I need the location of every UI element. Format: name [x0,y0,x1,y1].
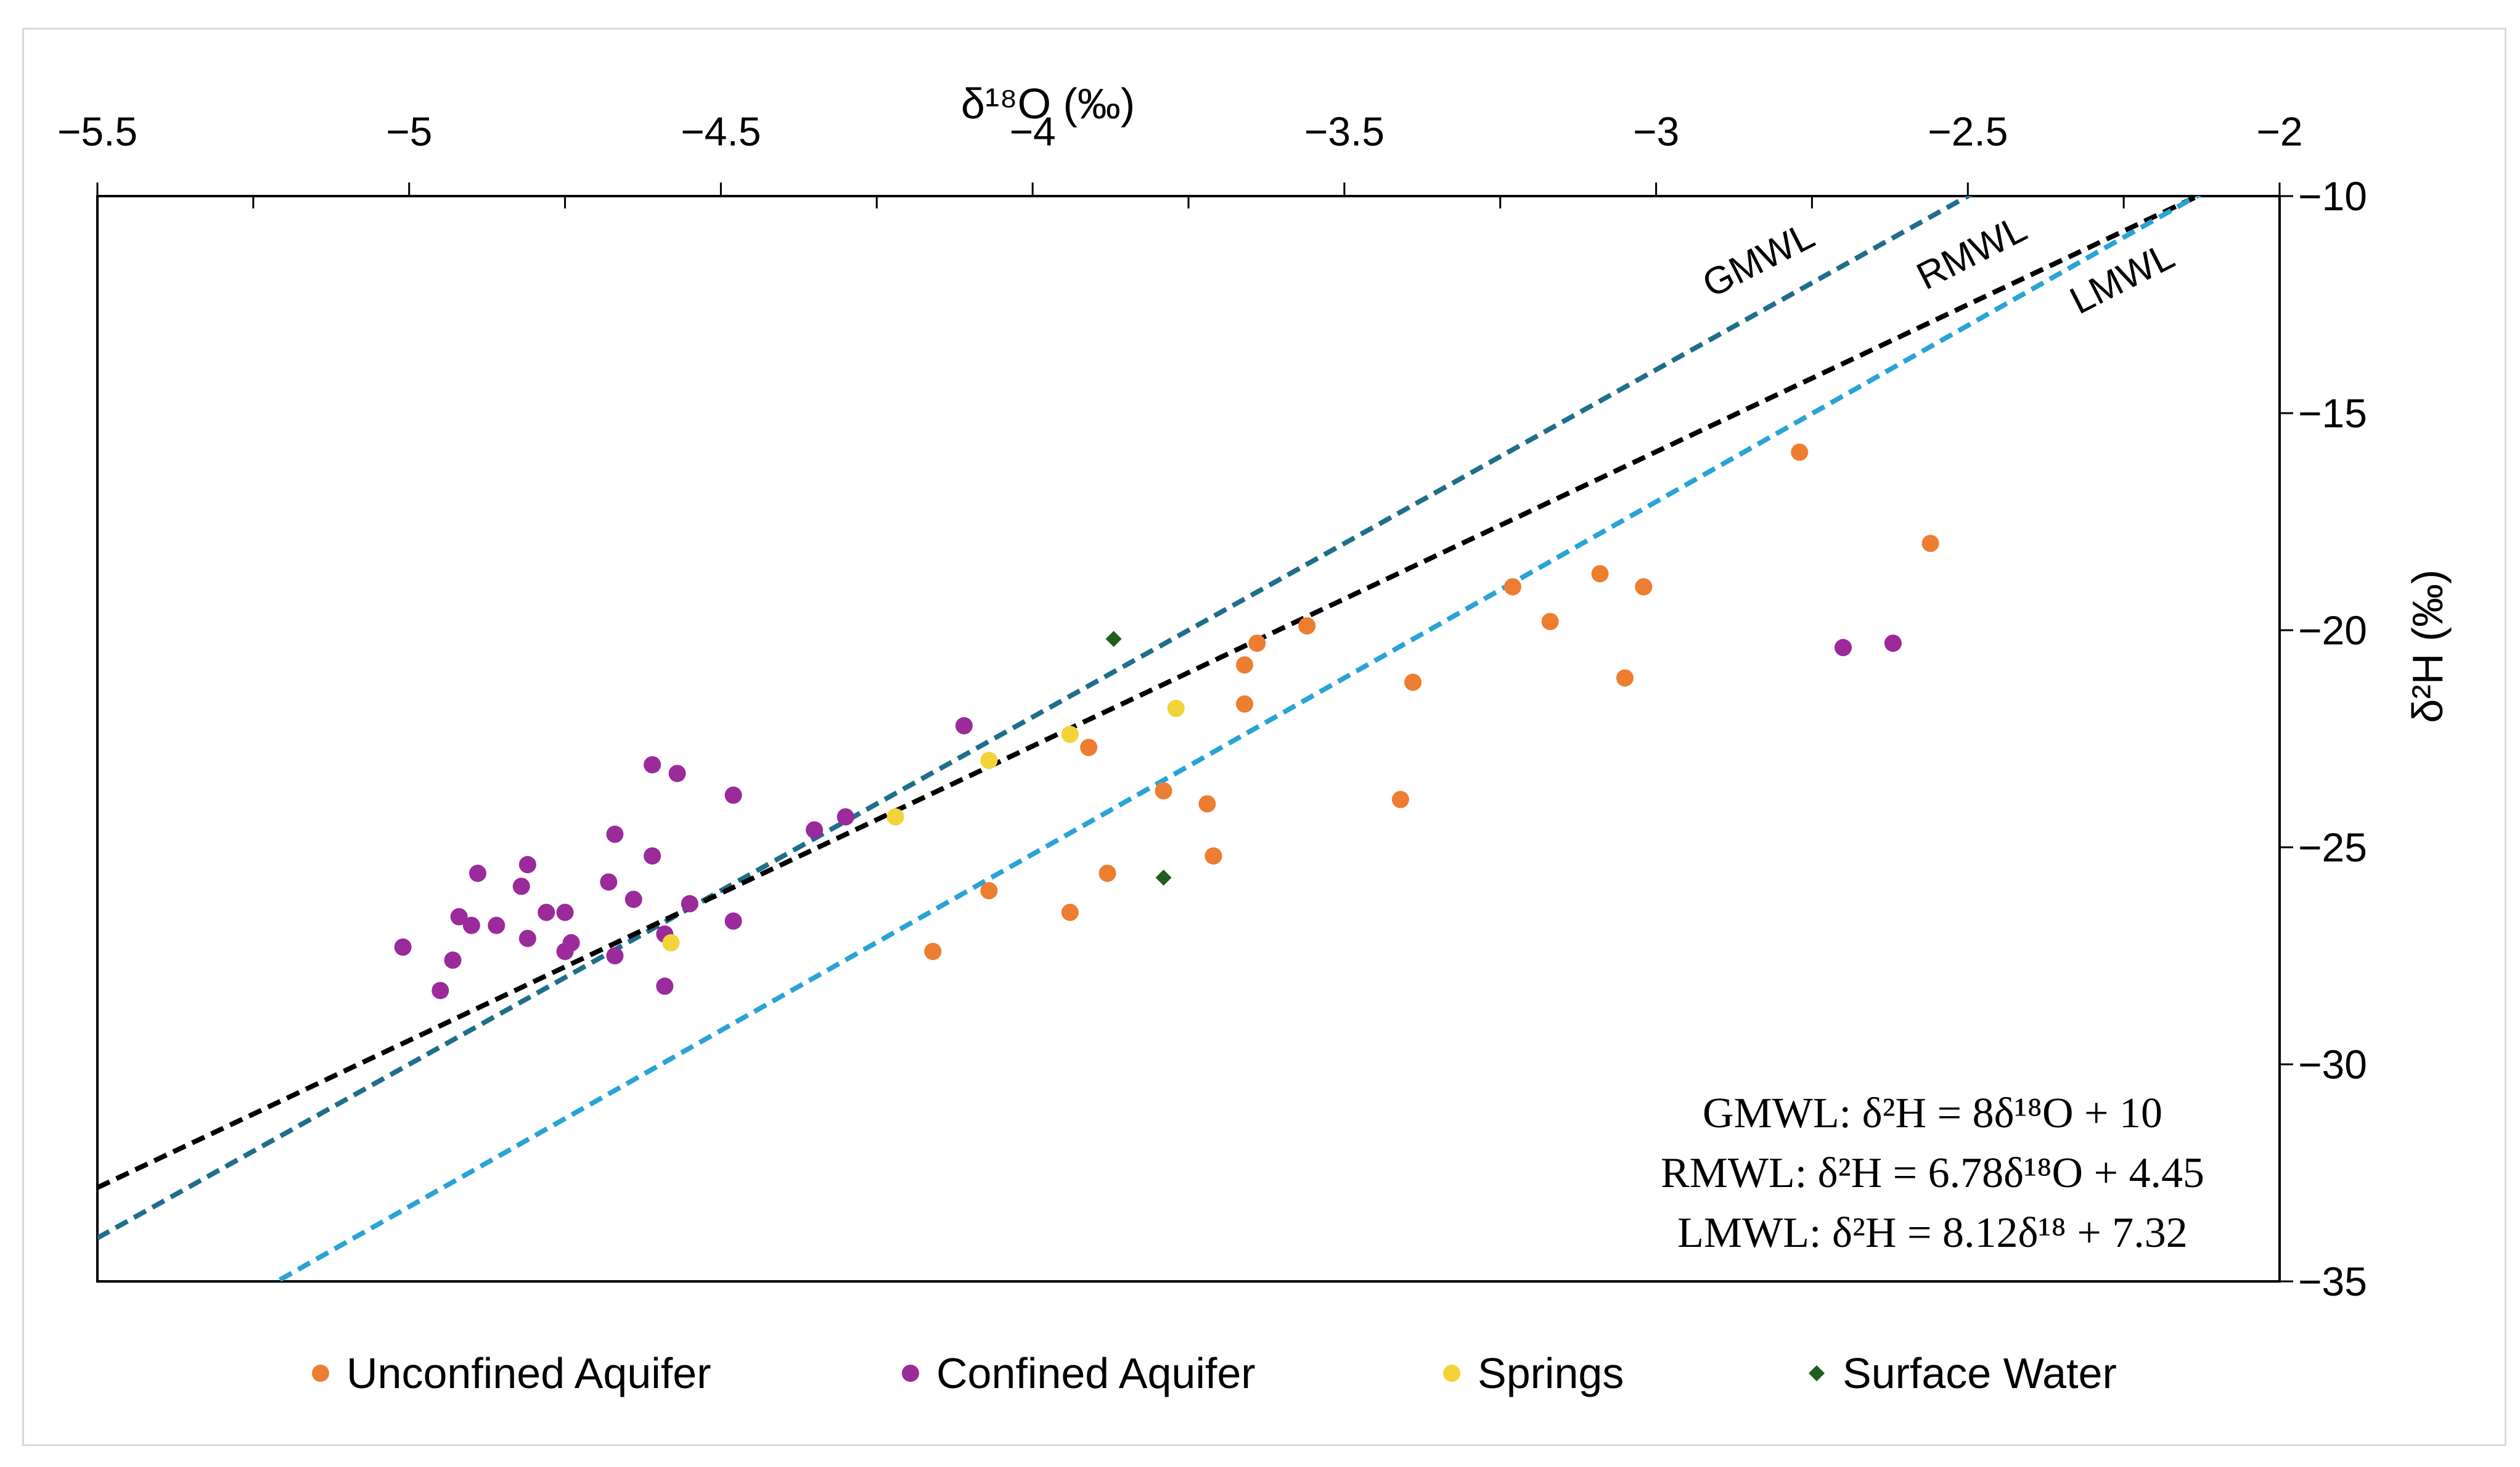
unconfined-aquifer-point [1635,578,1653,596]
y-tick-label: −10 [2298,173,2367,219]
legend-marker-surface-water [1809,1365,1825,1381]
x-axis-title: δ¹⁸O (‰) [961,80,1135,128]
springs-point [1167,699,1185,717]
unconfined-aquifer-point [1155,782,1172,800]
x-tick-label: −3 [1633,109,1679,154]
line-label-gmwl: GMWL [1696,214,1821,306]
equation-gmwl: GMWL: δ²H = 8δ¹⁸O + 10 [1703,1090,2162,1137]
confined-aquifer-point [656,977,674,995]
unconfined-aquifer-point [1205,847,1222,865]
confined-aquifer-point [724,912,742,930]
legend-label-surface-water: Surface Water [1843,1349,2117,1397]
legend-label-unconfined-aquifer: Unconfined Aquifer [346,1349,711,1397]
confined-aquifer-point [606,947,624,964]
line-rmwl [97,196,2204,1190]
unconfined-aquifer-point [1098,865,1116,882]
unconfined-aquifer-point [1236,695,1254,713]
legend-marker-springs [1443,1365,1460,1382]
data-points [394,443,1939,1000]
unconfined-aquifer-point [1236,656,1254,674]
confined-aquifer-point [432,982,449,1000]
confined-aquifer-point [468,865,486,882]
springs-point [980,752,998,770]
confined-aquifer-point [955,717,973,734]
legend-marker-unconfined-aquifer [312,1365,329,1382]
equation-rmwl: RMWL: δ²H = 6.78δ¹⁸O + 4.45 [1661,1149,2204,1197]
confined-aquifer-point [488,916,505,934]
legend-label-confined-aquifer: Confined Aquifer [936,1349,1256,1397]
confined-aquifer-point [600,873,618,891]
unconfined-aquifer-point [1391,791,1409,808]
springs-point [886,808,904,826]
springs-point [662,934,680,951]
unconfined-aquifer-point [1921,535,1939,553]
unconfined-aquifer-point [924,942,942,960]
confined-aquifer-point [624,890,642,908]
y-tick-label: −30 [2298,1042,2367,1087]
unconfined-aquifer-point [980,882,998,900]
confined-aquifer-point [518,856,536,874]
x-tick-label: −5.5 [57,109,137,154]
confined-aquifer-point [644,847,661,865]
confined-aquifer-point [1835,639,1852,657]
line-gmwl [97,196,1973,1241]
confined-aquifer-point [462,916,480,934]
unconfined-aquifer-point [1591,565,1609,583]
chart-frame [22,28,2506,1446]
confined-aquifer-point [724,786,742,804]
legend-label-springs: Springs [1478,1349,1624,1397]
y-tick-label: −20 [2298,607,2367,653]
unconfined-aquifer-point [1541,612,1559,630]
confined-aquifer-point [444,951,462,969]
unconfined-aquifer-point [1616,669,1634,687]
confined-aquifer-point [681,895,698,913]
meteoric-water-lines [97,196,2204,1281]
confined-aquifer-point [450,908,468,926]
confined-aquifer-point [668,765,686,783]
confined-aquifer-point [1884,635,1902,652]
confined-aquifer-point [556,942,574,960]
surface-water-point [1155,869,1172,886]
y-tick-label: −35 [2298,1259,2367,1304]
x-tick-label: −4.5 [681,109,761,154]
equation-lmwl: LMWL: δ²H = 8.12δ¹⁸ + 7.32 [1677,1209,2188,1257]
x-tick-label: −4 [1010,109,1056,154]
unconfined-aquifer-point [1404,673,1422,691]
confined-aquifer-point [538,903,555,921]
x-tick-label: −5 [386,109,432,154]
unconfined-aquifer-point [1198,795,1216,813]
axis-ticks: −5.5 −5 −4.5 −4 −3.5 −3 −2.5 −2 −10 −15 −20 −25 −30 −… [57,109,2367,1304]
line-lmwl [272,196,2202,1281]
unconfined-aquifer-point [1248,635,1266,652]
y-tick-label: −25 [2298,824,2367,870]
surface-water-point [1105,631,1122,647]
x-tick-label: −3.5 [1304,109,1385,154]
confined-aquifer-point [518,929,536,947]
unconfined-aquifer-point [1791,443,1809,461]
confined-aquifer-point [644,756,661,774]
springs-point [1061,725,1079,743]
unconfined-aquifer-point [1503,578,1521,596]
unconfined-aquifer-point [1298,617,1316,635]
confined-aquifer-point [394,938,412,956]
legend: Unconfined Aquifer Confined Aquifer Spring… [312,1349,2117,1397]
y-axis-title: δ²H (‰) [2403,570,2452,723]
confined-aquifer-point [556,903,574,921]
line-label-lmwl: LMWL [2063,234,2181,323]
x-tick-label: −2 [2256,109,2302,154]
unconfined-aquifer-point [1080,739,1098,757]
confined-aquifer-point [606,825,624,843]
x-tick-label: −2.5 [1928,109,2008,154]
unconfined-aquifer-point [1061,903,1079,921]
legend-marker-confined-aquifer [902,1365,919,1382]
confined-aquifer-point [806,821,824,839]
y-tick-label: −15 [2298,390,2367,436]
confined-aquifer-point [837,808,854,826]
confined-aquifer-point [512,877,530,895]
